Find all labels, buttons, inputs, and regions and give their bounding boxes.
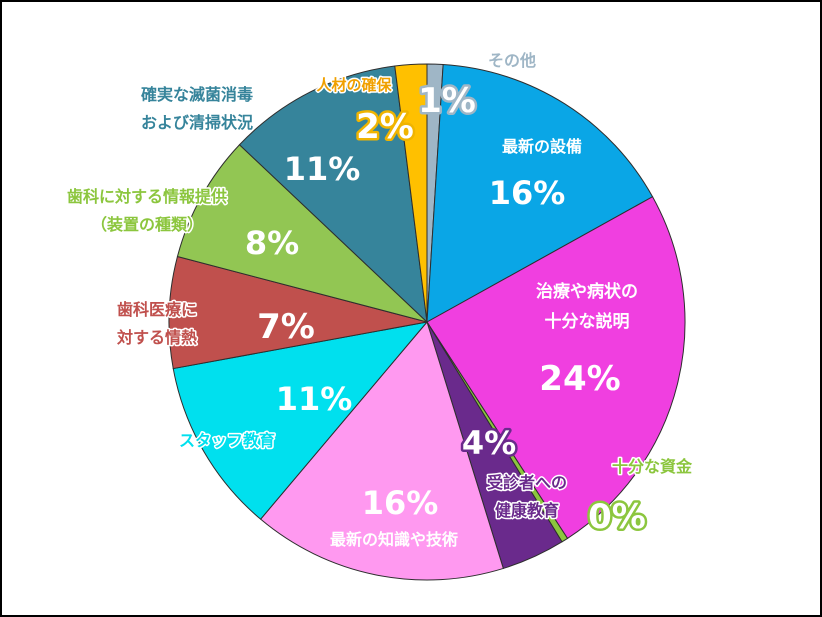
slice-5-category-line-1: 受診者への	[487, 473, 567, 492]
slice-6-value-label: 16%	[362, 484, 439, 522]
slice-9-value-label: 8%	[245, 224, 299, 262]
slice-11	[394, 63, 428, 323]
slice-5-category-label: 受診者への健康教育	[487, 473, 567, 520]
slice-8-value-label: 7%	[257, 307, 315, 347]
slice-6-category-label: 最新の知識や技術	[330, 530, 458, 549]
slice-10	[238, 65, 428, 324]
slice-2-category-line-1: 最新の設備	[502, 137, 582, 156]
slice-7-value-label: 11%	[276, 380, 353, 418]
slice-1-category-line-1: その他	[488, 51, 536, 70]
slice-9-category-line-2: （装置の種類）	[91, 215, 203, 234]
slice-4-value-label: 0%	[588, 497, 646, 537]
slice-2-value-label: 16%	[489, 174, 566, 212]
slice-3-category-line-2: 十分な説明	[545, 311, 630, 332]
slice-4-category-label: 十分な資金	[612, 457, 693, 476]
slice-6-category-line-1: 最新の知識や技術	[330, 530, 458, 549]
slice-8	[168, 255, 428, 370]
slice-8-category-line-1: 歯科医療に	[117, 300, 197, 319]
slice-11-value-label: 2%	[356, 107, 414, 147]
slice-10-value-label: 11%	[284, 150, 361, 188]
slice-8-category-line-2: 対する情熱	[116, 328, 197, 347]
slice-3-category-label: 治療や病状の十分な説明	[536, 281, 638, 332]
slice-7-category-label: スタッフ教育	[179, 431, 275, 450]
slice-10-category-line-1: 確実な滅菌消毒	[141, 85, 253, 104]
slice-11-category-label: 人材の確保	[316, 76, 392, 94]
slice-3	[426, 196, 686, 540]
slice-7-category-line-1: スタッフ教育	[179, 431, 275, 450]
slice-1-category-label: その他	[488, 51, 536, 70]
slice-3-value-label: 24%	[539, 359, 620, 399]
slice-5-value-label: 4%	[462, 424, 516, 462]
slice-2-category-label: 最新の設備	[502, 137, 582, 156]
slice-2	[426, 63, 654, 323]
slice-11-category-line-1: 人材の確保	[316, 76, 392, 94]
slice-5-category-line-2: 健康教育	[495, 501, 559, 520]
slice-6	[259, 320, 504, 581]
slice-9-category-label: 歯科に対する情報提供 （装置の種類）	[67, 187, 227, 234]
slice-7	[172, 321, 429, 520]
slice-4-category-line-1: 十分な資金	[612, 457, 693, 476]
slice-3-category-line-1: 治療や病状の	[536, 281, 638, 302]
slice-9	[176, 144, 428, 323]
slice-1-value-label: 1%	[418, 81, 476, 121]
slice-10-category-label: 確実な滅菌消毒および清掃状況	[141, 85, 253, 132]
slice-10-category-line-2: および清掃状況	[141, 113, 253, 132]
slice-9-category-line-1: 歯科に対する情報提供	[67, 187, 227, 206]
slice-8-category-label: 歯科医療に対する情熱	[116, 300, 197, 347]
